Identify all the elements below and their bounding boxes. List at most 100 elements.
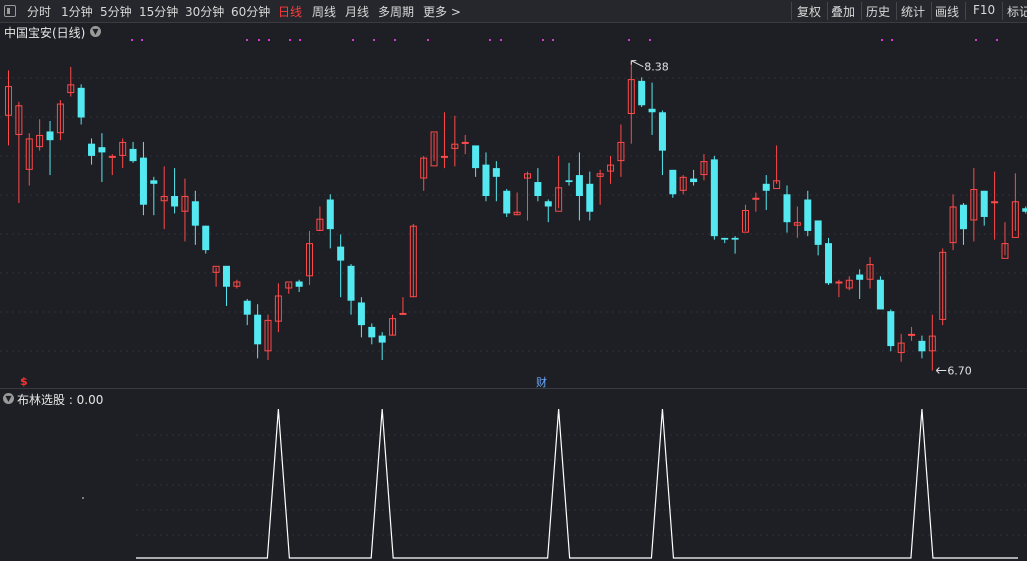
candle-up <box>316 218 324 231</box>
indicator-label: 布林选股 : 0.00 <box>17 393 104 407</box>
fuquan-button[interactable]: 复权 <box>797 5 822 19</box>
candle-up <box>741 209 749 233</box>
candle-down <box>876 279 884 310</box>
period-tab-15min[interactable]: 15分钟 <box>139 5 179 19</box>
panel-divider[interactable] <box>0 388 1027 389</box>
candle-up <box>700 161 708 176</box>
signal-dot <box>246 39 248 41</box>
candle-up <box>389 318 397 336</box>
candle-down <box>638 80 646 106</box>
dollar-marker[interactable]: $ <box>20 375 28 388</box>
candle-down <box>1022 208 1027 212</box>
toolbar-separator <box>861 2 862 20</box>
period-tab-monthly[interactable]: 月线 <box>345 5 370 19</box>
candle-down <box>492 168 500 177</box>
candle-down <box>731 237 739 240</box>
candle-up <box>793 222 801 226</box>
candle-down <box>690 178 698 183</box>
f10-button[interactable]: F10 <box>973 3 996 17</box>
period-tab-60min[interactable]: 60分钟 <box>231 5 271 19</box>
low-arrow <box>935 367 947 374</box>
candle-down <box>254 314 262 345</box>
candle-down <box>139 157 147 205</box>
candle-up <box>461 141 469 144</box>
signal-line <box>136 408 1018 559</box>
candle-up <box>15 105 23 135</box>
finance-marker[interactable]: 财 <box>536 376 547 389</box>
signal-dot <box>649 39 651 41</box>
chevron-down-icon[interactable]: ▼ <box>90 26 101 37</box>
candle-down <box>129 148 137 162</box>
overlay-button[interactable]: 叠加 <box>831 5 856 19</box>
signal-dot <box>141 39 143 41</box>
signal-dot <box>268 39 270 41</box>
candle-down <box>150 180 158 184</box>
candle-down <box>472 145 480 169</box>
high-arrow <box>630 60 644 68</box>
candle-down <box>783 194 791 223</box>
candle-up <box>679 176 687 191</box>
mark-button[interactable]: 标记 <box>1007 5 1027 19</box>
signal-dot <box>427 39 429 41</box>
candle-up <box>233 281 241 287</box>
candle-down <box>825 243 833 284</box>
candle-up <box>939 251 947 320</box>
period-tab-weekly[interactable]: 周线 <box>312 5 337 19</box>
candle-up <box>5 86 12 116</box>
candle-up <box>212 265 220 273</box>
candle-up <box>56 103 64 134</box>
candle-down <box>295 281 303 287</box>
candle-down <box>191 201 199 226</box>
candle-up <box>25 138 33 170</box>
candle-down <box>88 143 96 156</box>
candle-up <box>306 243 314 277</box>
candle-up <box>555 187 563 212</box>
candle-down <box>544 201 552 207</box>
candle-up <box>430 131 438 167</box>
candle-up <box>627 79 635 115</box>
candle-up <box>970 189 978 221</box>
candle-down <box>534 182 542 197</box>
candle-up <box>440 155 448 158</box>
period-tab-5min[interactable]: 5分钟 <box>100 5 132 19</box>
history-button[interactable]: 历史 <box>866 5 891 19</box>
menu-icon[interactable] <box>4 5 16 17</box>
signal-dot <box>131 39 133 41</box>
candle-up <box>119 141 127 156</box>
chevron-down-icon[interactable]: ▼ <box>3 393 14 404</box>
candle-up <box>451 143 459 149</box>
candle-down <box>98 147 106 153</box>
candle-up <box>908 333 916 336</box>
candle-down <box>503 190 511 214</box>
candle-up <box>866 264 874 280</box>
candle-up <box>108 155 116 158</box>
candle-up <box>285 281 293 289</box>
candle-down <box>918 340 926 352</box>
draw-line-button[interactable]: 画线 <box>935 5 960 19</box>
period-tab-daily[interactable]: 日线 <box>278 5 303 19</box>
candle-down <box>222 265 230 287</box>
signal-dot <box>394 39 396 41</box>
candle-down <box>980 190 988 217</box>
period-toolbar: 分时 1分钟 5分钟 15分钟 30分钟 60分钟 日线 周线 月线 多周期 更… <box>0 0 1027 23</box>
candle-down <box>804 199 812 231</box>
candle-down <box>856 274 864 280</box>
statistics-button[interactable]: 统计 <box>901 5 926 19</box>
candle-up <box>524 173 531 179</box>
indicator-chart[interactable] <box>0 389 1027 561</box>
candle-up <box>991 201 999 204</box>
candle-up <box>513 211 521 216</box>
candle-up <box>845 279 853 289</box>
more-menu-button[interactable]: 更多 > <box>423 5 461 19</box>
candle-down <box>710 159 718 237</box>
candle-up <box>773 180 781 190</box>
candle-down <box>959 204 967 230</box>
candle-down <box>721 237 729 240</box>
period-tab-multi[interactable]: 多周期 <box>378 5 415 19</box>
period-tab-30min[interactable]: 30分钟 <box>185 5 225 19</box>
period-tab-fenshi[interactable]: 分时 <box>27 5 52 19</box>
period-tab-1min[interactable]: 1分钟 <box>61 5 93 19</box>
low-price-label: 6.70 <box>947 365 972 378</box>
candlestick-chart[interactable]: 8.38 6.70 <box>0 22 1027 388</box>
candle-up <box>274 295 282 322</box>
